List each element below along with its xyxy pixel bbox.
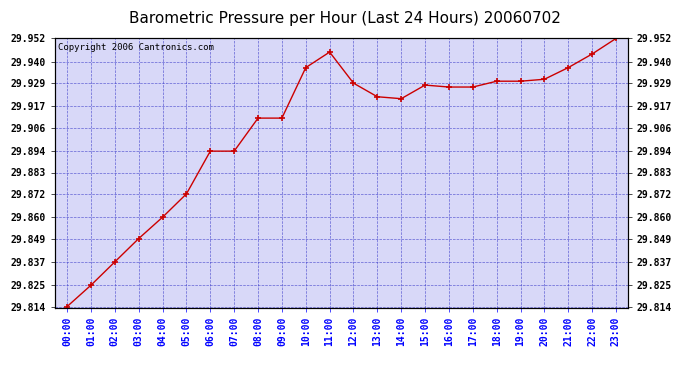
Text: Barometric Pressure per Hour (Last 24 Hours) 20060702: Barometric Pressure per Hour (Last 24 Ho…: [129, 11, 561, 26]
Text: Copyright 2006 Cantronics.com: Copyright 2006 Cantronics.com: [58, 43, 214, 52]
